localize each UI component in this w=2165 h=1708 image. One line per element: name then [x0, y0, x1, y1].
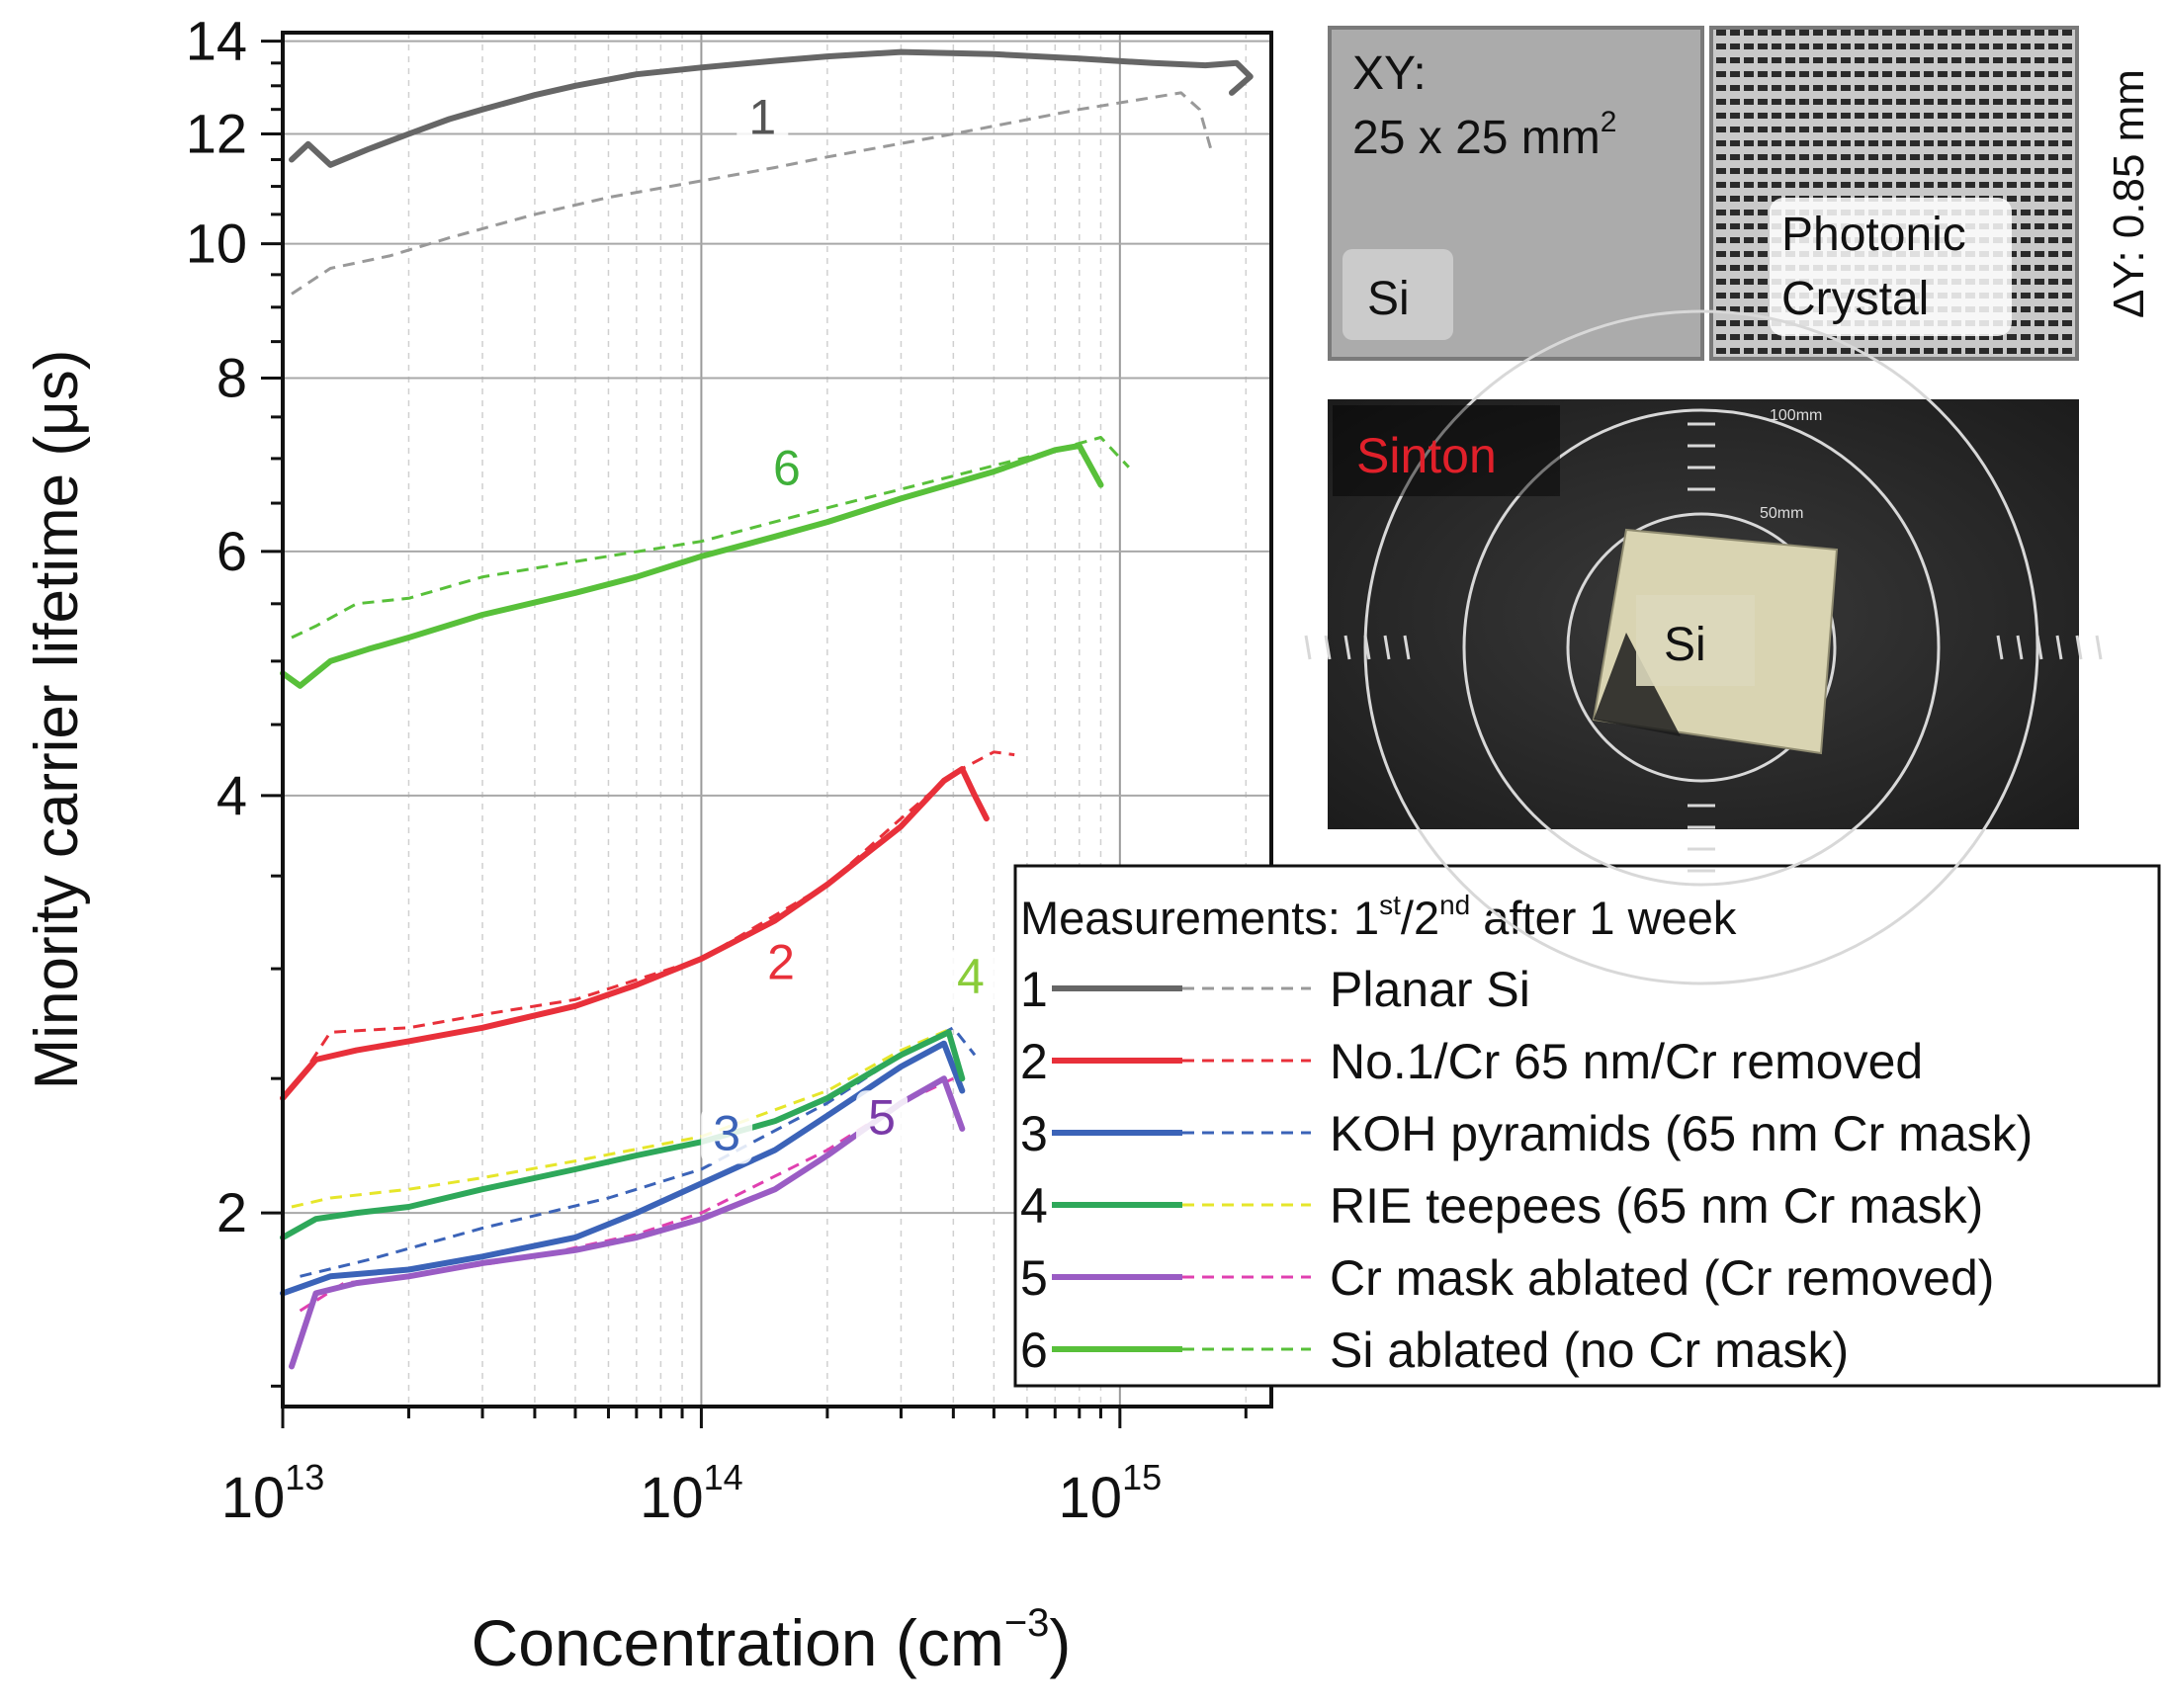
curve-label-bg — [701, 1106, 753, 1164]
legend-entry-number: 4 — [1020, 1178, 1048, 1234]
sinton-photo-inset: 100mm 50mm Si Sinton — [1304, 309, 2103, 985]
curve-label-4: 4 — [957, 949, 985, 1004]
y-tick-label: 4 — [216, 764, 247, 826]
legend-entries: 1 Planar Si 2 No.1/Cr 65 nm/Cr removed 3 KOH … — [1020, 962, 2033, 1378]
brand-label-bg — [1333, 405, 1560, 496]
brand-label: Sinton — [1356, 428, 1497, 483]
curve-label-3: 3 — [713, 1106, 740, 1161]
photo-tick — [1304, 635, 1312, 660]
x-axis-title: Concentration (cm−3) — [472, 1601, 1072, 1679]
curve-label-bg — [944, 949, 996, 1007]
xy-label: XY: — [1352, 47, 1427, 100]
photo-tick — [1363, 635, 1371, 660]
y-tick-label: 10 — [186, 213, 247, 275]
photo-tick — [2055, 635, 2063, 660]
legend-entry-number: 3 — [1020, 1106, 1048, 1161]
crystal-label: Crystal — [1781, 273, 1929, 325]
photo-tick — [1996, 635, 2004, 660]
series-3-second-measurement — [300, 1026, 977, 1278]
photo-tick — [2016, 635, 2024, 660]
curve-label-6: 6 — [773, 441, 801, 496]
y-tick-label: 6 — [216, 520, 247, 582]
sample-label: Si — [1664, 619, 1706, 671]
legend-title: Measurements: 1st/2nd after 1 week — [1020, 890, 1737, 944]
y-axis-title: Minority carrier lifetime (μs) — [23, 350, 91, 1090]
legend-title-sup-st: st — [1379, 890, 1401, 920]
y-tick-label: 12 — [186, 103, 247, 165]
legend-entry-number: 2 — [1020, 1034, 1048, 1089]
legend-entry-label: No.1/Cr 65 nm/Cr removed — [1330, 1034, 1923, 1089]
sample-label-bg — [1636, 595, 1755, 686]
x-tick-label: 1014 — [640, 1457, 743, 1530]
schematic-inset: XY: 25 x 25 mm2 Si Photonic Crystal ΔY: … — [1328, 26, 2153, 361]
legend-entry-label: KOH pyramids (65 nm Cr mask) — [1330, 1106, 2033, 1161]
series-2-second-measurement — [299, 750, 1015, 1080]
legend-entry-label: Cr mask ablated (Cr removed) — [1330, 1250, 1994, 1306]
series-4-first-measurement — [280, 1029, 966, 1240]
photo-ring-outer — [1363, 309, 2039, 985]
legend-entry-label: RIE teepees (65 nm Cr mask) — [1330, 1178, 1983, 1234]
legend-entry-number: 6 — [1020, 1323, 1048, 1378]
photonic-label-bg — [1770, 198, 2012, 336]
si-label-bg — [1342, 249, 1453, 340]
x-axis-title-close: ) — [1049, 1606, 1071, 1679]
legend-entry-label: Si ablated (no Cr mask) — [1330, 1323, 1849, 1378]
photo-tick — [2035, 635, 2043, 660]
x-tick-label: 1013 — [221, 1457, 325, 1530]
series-4-second-measurement — [291, 1026, 954, 1209]
y-tick-label: 8 — [216, 347, 247, 409]
legend-title-sup-nd: nd — [1439, 890, 1470, 920]
x-axis: 1013 1014 1015 — [221, 1407, 1248, 1530]
si-label: Si — [1367, 273, 1410, 325]
series-1-second-measurement — [291, 91, 1213, 296]
xy-dimension-label: 25 x 25 mm2 — [1352, 106, 1616, 164]
photo-tick — [1324, 635, 1332, 660]
curve-label-2: 2 — [767, 934, 795, 989]
y-axis: 2 4 6 8 10 12 14 — [186, 10, 283, 1388]
photo-ring-label-100mm: 100mm — [1770, 407, 1822, 424]
grid — [282, 33, 1271, 1407]
photo-ring-inner — [1566, 512, 1837, 783]
photo-ring-label-50mm: 50mm — [1760, 505, 1803, 522]
curve-label-1: 1 — [748, 90, 776, 145]
legend: Measurements: 1st/2nd after 1 week 1 Plan… — [1013, 864, 2161, 1388]
curve-label-bg — [760, 441, 813, 499]
series-1-first-measurement — [289, 48, 1254, 168]
photo-tick — [2095, 635, 2103, 660]
photo-tick — [1383, 635, 1391, 660]
y-tick-label: 14 — [186, 10, 247, 72]
curve-label-bg — [736, 90, 789, 148]
legend-entry-label: Planar Si — [1330, 962, 1530, 1017]
legend-box — [1013, 864, 2161, 1388]
xy-dimension-sup: 2 — [1601, 106, 1617, 138]
photo-tick — [1343, 635, 1351, 660]
legend-title-mid: /2 — [1401, 892, 1439, 944]
x-tick-label: 1015 — [1059, 1457, 1163, 1530]
photo-ring-middle — [1462, 408, 1941, 887]
legend-entry-number: 5 — [1020, 1250, 1048, 1306]
x-axis-title-exponent: −3 — [1004, 1601, 1050, 1645]
curve-label-bg — [755, 935, 808, 993]
photo-tick — [1403, 635, 1411, 660]
series-6-first-measurement — [280, 443, 1104, 689]
curve-labels: 1 2 3 4 5 6 — [701, 90, 996, 1164]
y-tick-label: 2 — [216, 1181, 247, 1243]
plot-frame — [281, 31, 1273, 1409]
thickness-label: ΔY: 0.85 mm — [2105, 69, 2153, 318]
legend-entry-number: 1 — [1020, 962, 1048, 1017]
photo-tick-marks — [1304, 422, 2103, 873]
legend-title-end: after 1 week — [1470, 892, 1737, 944]
curve-label-5: 5 — [868, 1089, 896, 1145]
curve-label-bg — [856, 1090, 909, 1149]
series-2-first-measurement — [280, 766, 990, 1101]
photonic-label: Photonic — [1781, 209, 1966, 261]
photo-tick — [2075, 635, 2083, 660]
series-3-first-measurement — [280, 1040, 966, 1297]
